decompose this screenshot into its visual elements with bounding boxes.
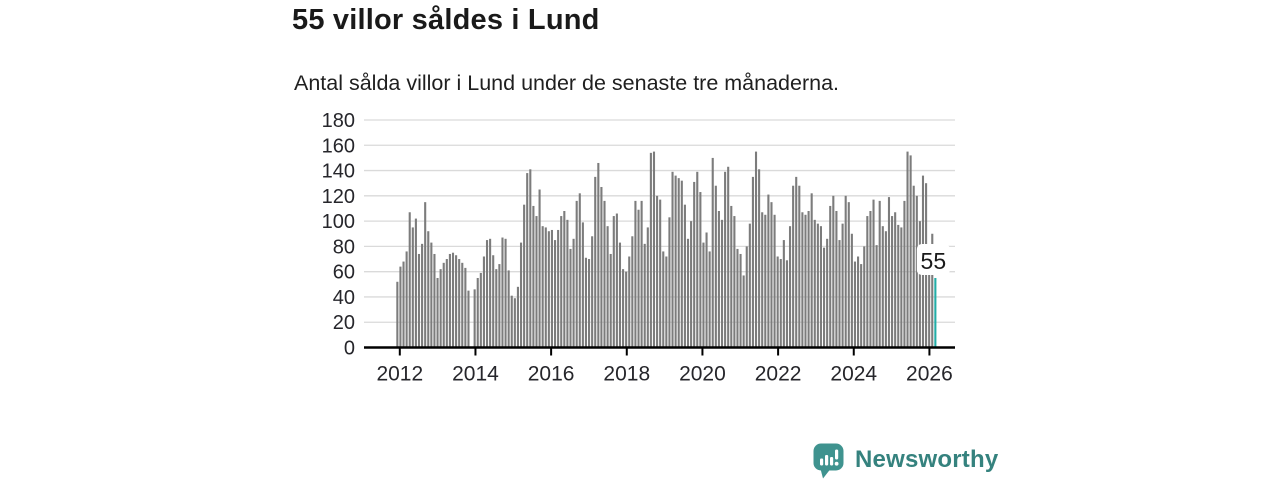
svg-text:2014: 2014 [452,363,499,386]
mini-bars [820,449,839,466]
svg-text:160: 160 [322,135,355,157]
svg-text:2016: 2016 [528,363,575,386]
svg-text:180: 180 [322,110,355,132]
svg-text:2026: 2026 [906,363,953,386]
page-title: 55 villor såldes i Lund [292,4,600,36]
svg-text:2020: 2020 [679,363,726,386]
svg-text:120: 120 [322,186,355,208]
svg-text:2018: 2018 [603,363,650,386]
speech-bubble-shape [813,443,844,479]
svg-text:0: 0 [344,338,355,360]
brand-name: Newsworthy [855,446,999,473]
svg-text:100: 100 [322,211,355,233]
svg-text:140: 140 [322,161,355,183]
newsworthy-logo-icon [813,443,844,479]
svg-text:2022: 2022 [755,363,802,386]
svg-text:2024: 2024 [830,363,877,386]
svg-text:60: 60 [333,262,355,284]
brand-footer: Newsworthy [811,441,998,479]
svg-text:2012: 2012 [376,363,423,386]
svg-text:80: 80 [333,236,355,258]
chart-subtitle: Antal sålda villor i Lund under de senas… [294,71,840,95]
svg-text:20: 20 [333,312,355,334]
svg-text:40: 40 [333,287,355,309]
last-value-label: 55 [921,248,947,274]
